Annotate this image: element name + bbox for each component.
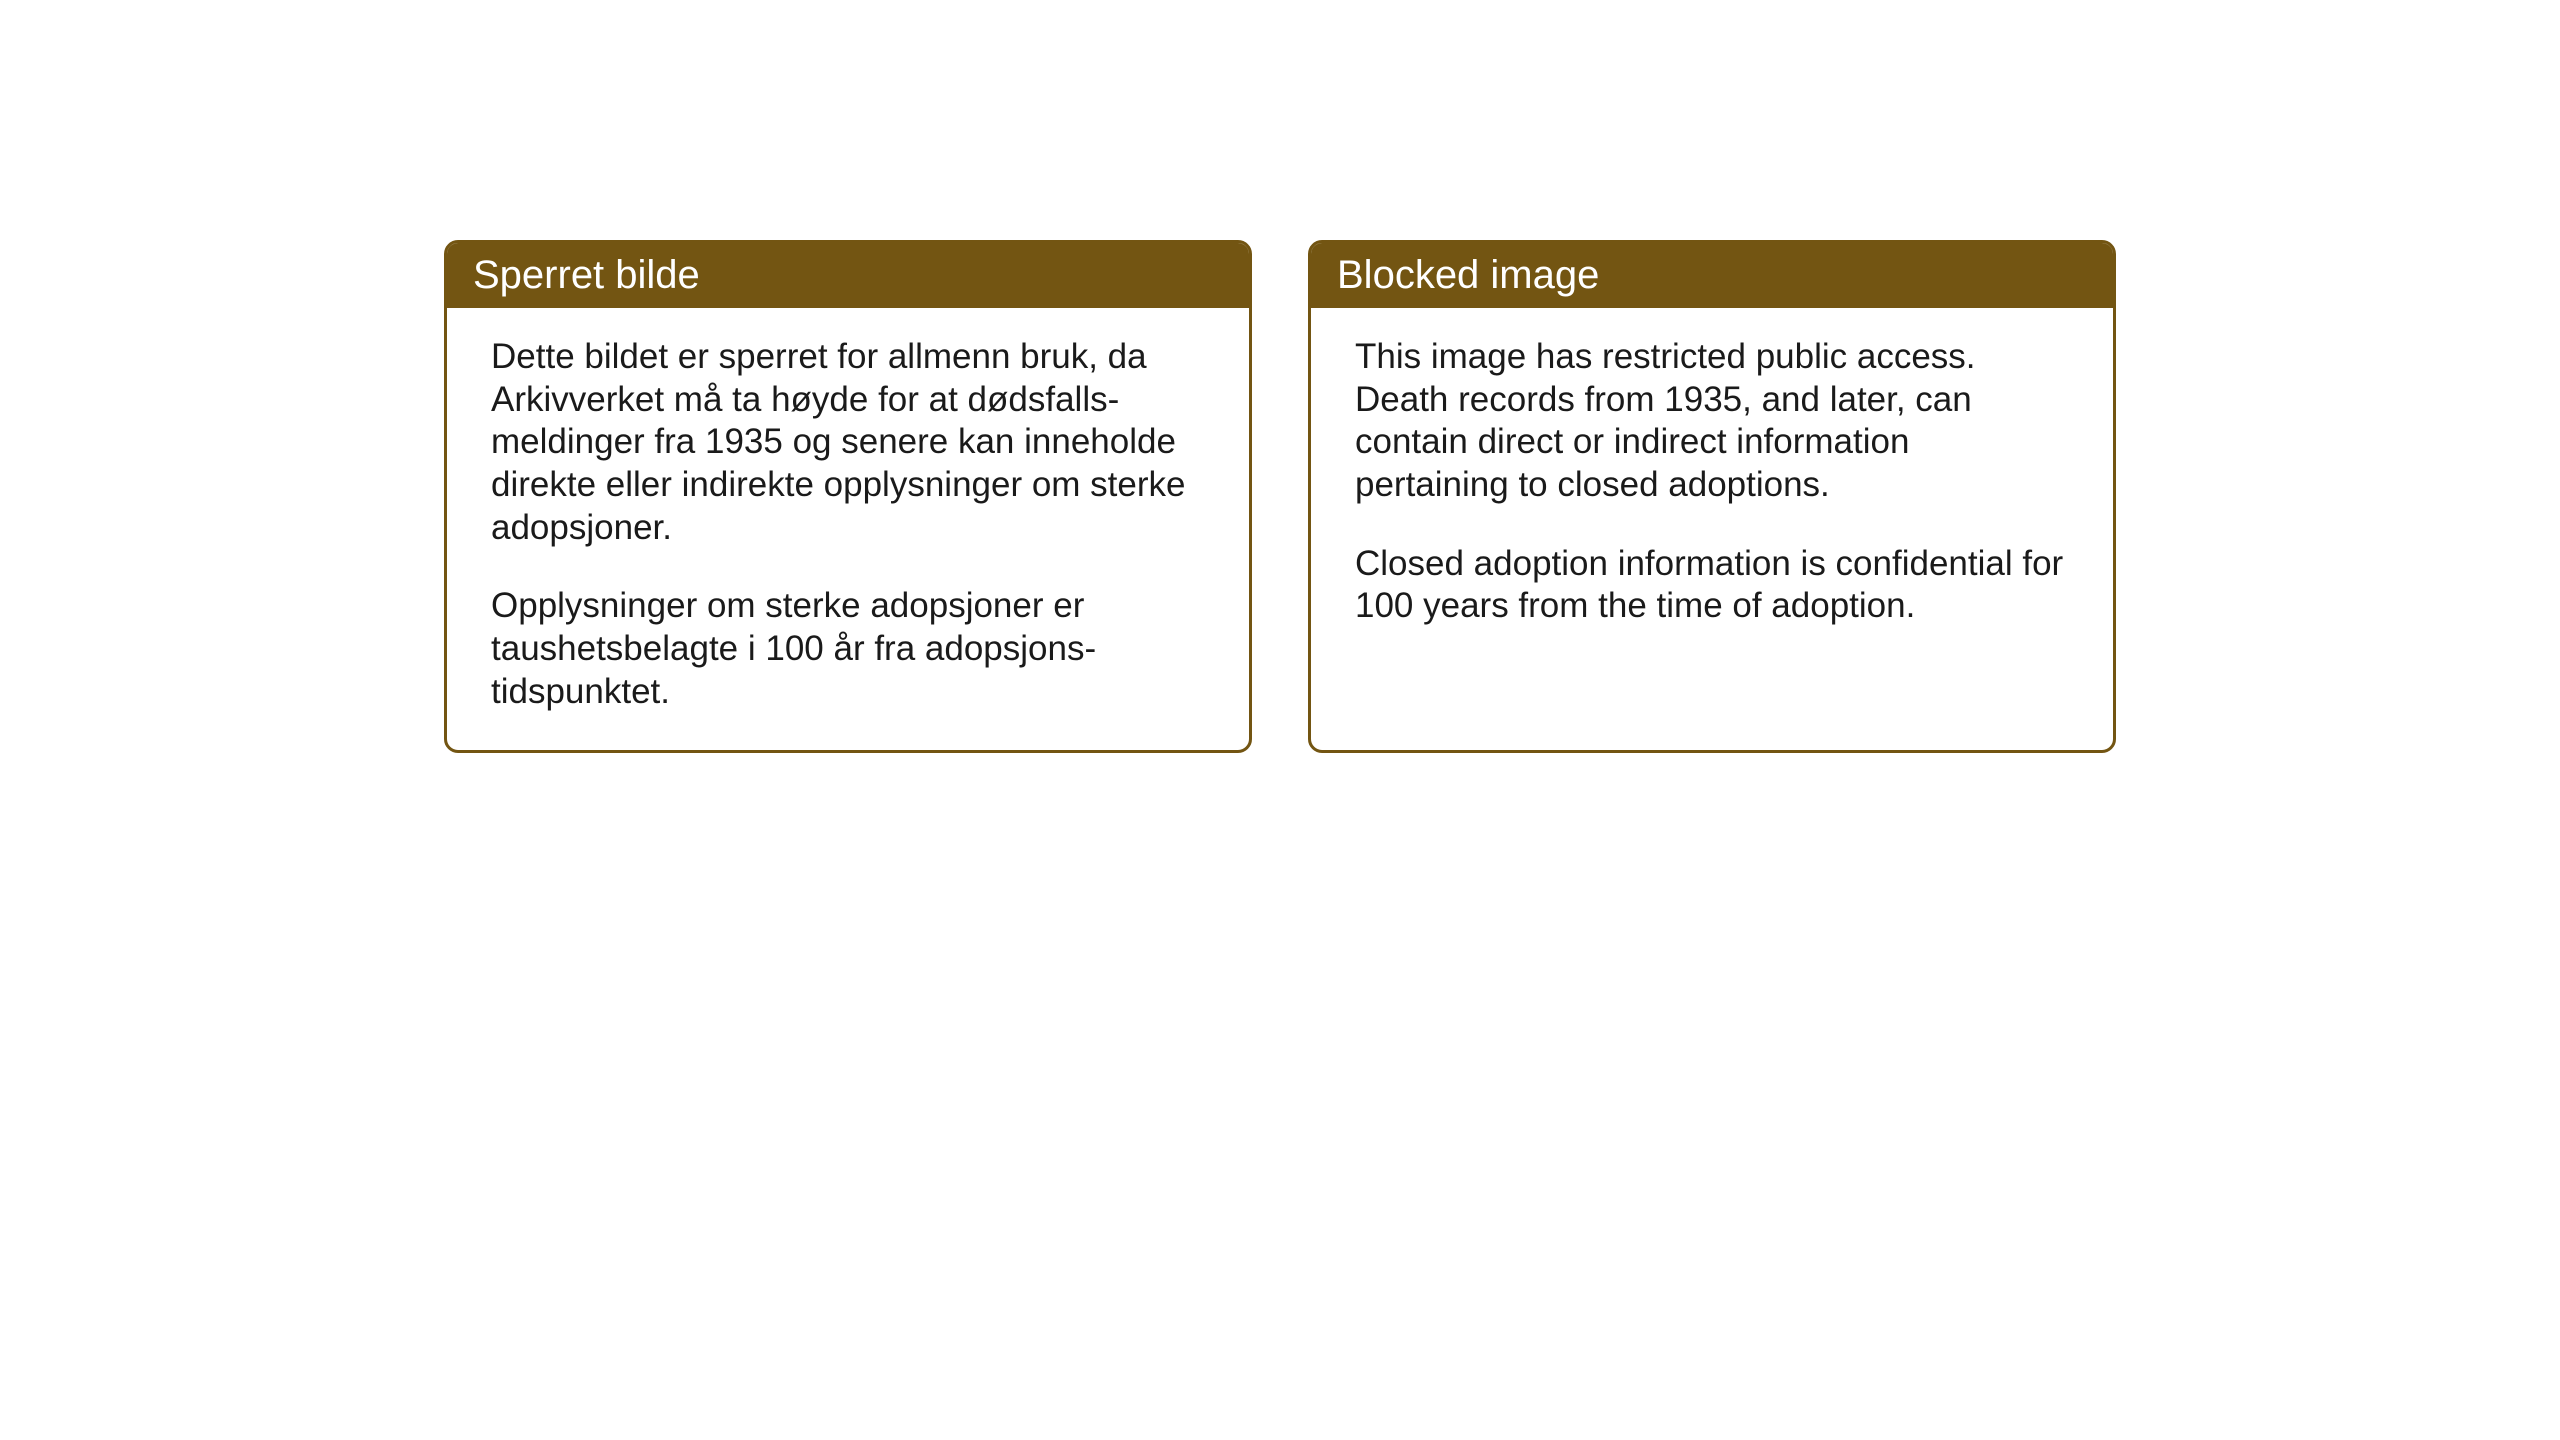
card-header-norwegian: Sperret bilde <box>447 243 1249 308</box>
card-title: Blocked image <box>1337 253 1599 297</box>
card-paragraph-1: Dette bildet er sperret for allmenn bruk… <box>491 336 1205 549</box>
card-header-english: Blocked image <box>1311 243 2113 308</box>
notice-card-norwegian: Sperret bilde Dette bildet er sperret fo… <box>444 240 1252 753</box>
card-title: Sperret bilde <box>473 253 700 297</box>
card-body-english: This image has restricted public access.… <box>1311 308 2113 740</box>
notice-container: Sperret bilde Dette bildet er sperret fo… <box>444 240 2116 753</box>
notice-card-english: Blocked image This image has restricted … <box>1308 240 2116 753</box>
card-paragraph-2: Closed adoption information is confident… <box>1355 543 2069 628</box>
card-paragraph-1: This image has restricted public access.… <box>1355 336 2069 507</box>
card-body-norwegian: Dette bildet er sperret for allmenn bruk… <box>447 308 1249 750</box>
card-paragraph-2: Opplysninger om sterke adopsjoner er tau… <box>491 585 1205 713</box>
